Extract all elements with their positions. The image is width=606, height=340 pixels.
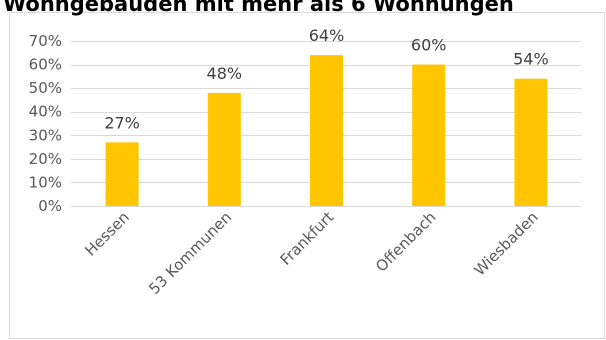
chart-title: Wohngebäuden mit mehr als 6 Wohnungen: [3, 0, 514, 16]
x-tick-label: Offenbach: [372, 208, 439, 275]
x-tick-label: Frankfurt: [277, 208, 338, 269]
y-tick-label: 70%: [29, 32, 62, 50]
y-tick-label: 50%: [29, 79, 62, 97]
y-tick-label: 60%: [29, 56, 62, 74]
bar: [514, 78, 548, 206]
y-tick-label: 20%: [29, 150, 62, 168]
y-tick-label: 0%: [38, 197, 62, 215]
bar: [207, 92, 241, 206]
bar: [412, 64, 446, 206]
x-tick-label: Wiesbaden: [471, 208, 542, 279]
data-label: 60%: [411, 36, 447, 55]
bar: [310, 55, 343, 207]
y-tick-label: 40%: [29, 103, 62, 121]
y-tick-label: 30%: [29, 126, 62, 144]
x-tick-label: Hessen: [81, 208, 133, 260]
x-tick-label: 53 Kommunen: [145, 208, 235, 298]
bar: [105, 142, 139, 206]
y-tick-label: 10%: [29, 173, 62, 191]
data-label: 48%: [207, 64, 243, 83]
data-label: 64%: [309, 26, 345, 45]
data-label: 54%: [513, 50, 549, 69]
data-label: 27%: [104, 113, 140, 132]
